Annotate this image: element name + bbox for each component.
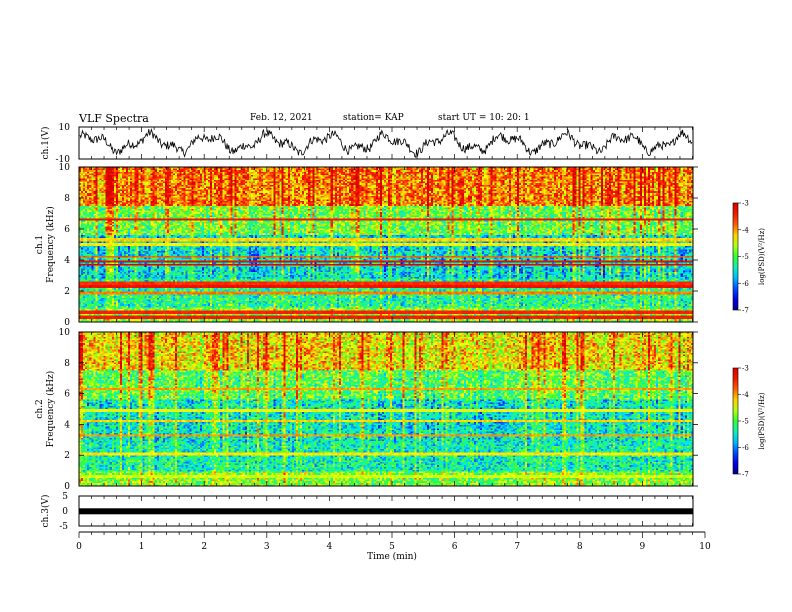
time-axis-tick-1: 1: [139, 542, 145, 552]
ch1-spectrogram-cells: [79, 167, 693, 322]
ch1-colorbar-label: log(PSD)(V²/Hz): [758, 228, 766, 285]
ch1-colorbar-tick--4: -4: [742, 226, 749, 234]
ch2-colorbar: [733, 368, 738, 474]
ch2-frequency-label: Frequency (kHz): [45, 371, 56, 448]
ch1-ytick-0: 0: [64, 318, 70, 328]
ch2-ytick-8: 8: [64, 359, 70, 369]
ch1-waveform-line: [80, 129, 692, 157]
ch3-waveform-tick-5: 5: [62, 492, 68, 502]
ch1-waveform-tick-top: 10: [59, 123, 71, 133]
ch2-ytick-4: 4: [64, 420, 70, 430]
ch2-ytick-10: 10: [59, 328, 71, 338]
ch3-waveform-tick-0: 0: [62, 507, 68, 517]
ch1-channel-label: ch.1: [35, 235, 45, 254]
ch1-ytick-10: 10: [59, 163, 71, 173]
ch1-frequency-label: Frequency (kHz): [45, 206, 56, 283]
ch3-waveform-ylabel: ch.3(V): [40, 495, 51, 528]
ch1-colorbar-tick--6: -6: [742, 280, 749, 288]
ch2-channel-label: ch.2: [35, 399, 45, 418]
time-axis-tick-8: 8: [577, 542, 583, 552]
ch2-colorbar-label: log(PSD)(V²/Hz): [758, 392, 766, 449]
ch1-colorbar: [733, 203, 738, 310]
ch1-colorbar-tick--5: -5: [742, 253, 749, 261]
time-axis-label: Time (min): [367, 551, 417, 562]
time-axis-tick-2: 2: [201, 542, 207, 552]
ch2-colorbar-tick--6: -6: [742, 444, 749, 452]
ch2-ytick-2: 2: [64, 451, 70, 461]
time-axis-tick-7: 7: [514, 542, 520, 552]
time-axis-tick-9: 9: [640, 542, 646, 552]
ch2-colorbar-tick--5: -5: [742, 418, 749, 426]
ch3-waveform-line: [79, 508, 692, 514]
ch2-colorbar-tick--7: -7: [742, 471, 749, 479]
time-axis-tick-4: 4: [327, 542, 333, 552]
time-axis-tick-10: 10: [699, 542, 711, 552]
ch3-waveform-tick--5: -5: [59, 522, 68, 532]
time-axis-tick-6: 6: [452, 542, 458, 552]
ch2-colorbar-tick--4: -4: [742, 391, 749, 399]
ch2-spectrogram-cells: [79, 332, 693, 486]
ch1-ytick-8: 8: [64, 194, 70, 204]
ch1-waveform-ylabel: ch.1(V): [40, 127, 51, 160]
ch1-ytick-6: 6: [64, 225, 70, 235]
ch1-colorbar-tick--3: -3: [742, 200, 749, 208]
ch2-colorbar-tick--3: -3: [742, 365, 749, 373]
ch1-ytick-4: 4: [64, 256, 70, 266]
ch2-ytick-6: 6: [64, 390, 70, 400]
time-axis-tick-3: 3: [264, 542, 270, 552]
vlf-spectra-figure: ch.1(V) 10-10ch.1 Frequency (kHz)0246810-3…: [0, 0, 792, 612]
time-axis-tick-5: 5: [389, 542, 395, 552]
ch1-colorbar-tick--7: -7: [742, 307, 749, 315]
ch2-ytick-0: 0: [64, 482, 70, 492]
time-axis-tick-0: 0: [76, 542, 82, 552]
ch1-ytick-2: 2: [64, 287, 70, 297]
